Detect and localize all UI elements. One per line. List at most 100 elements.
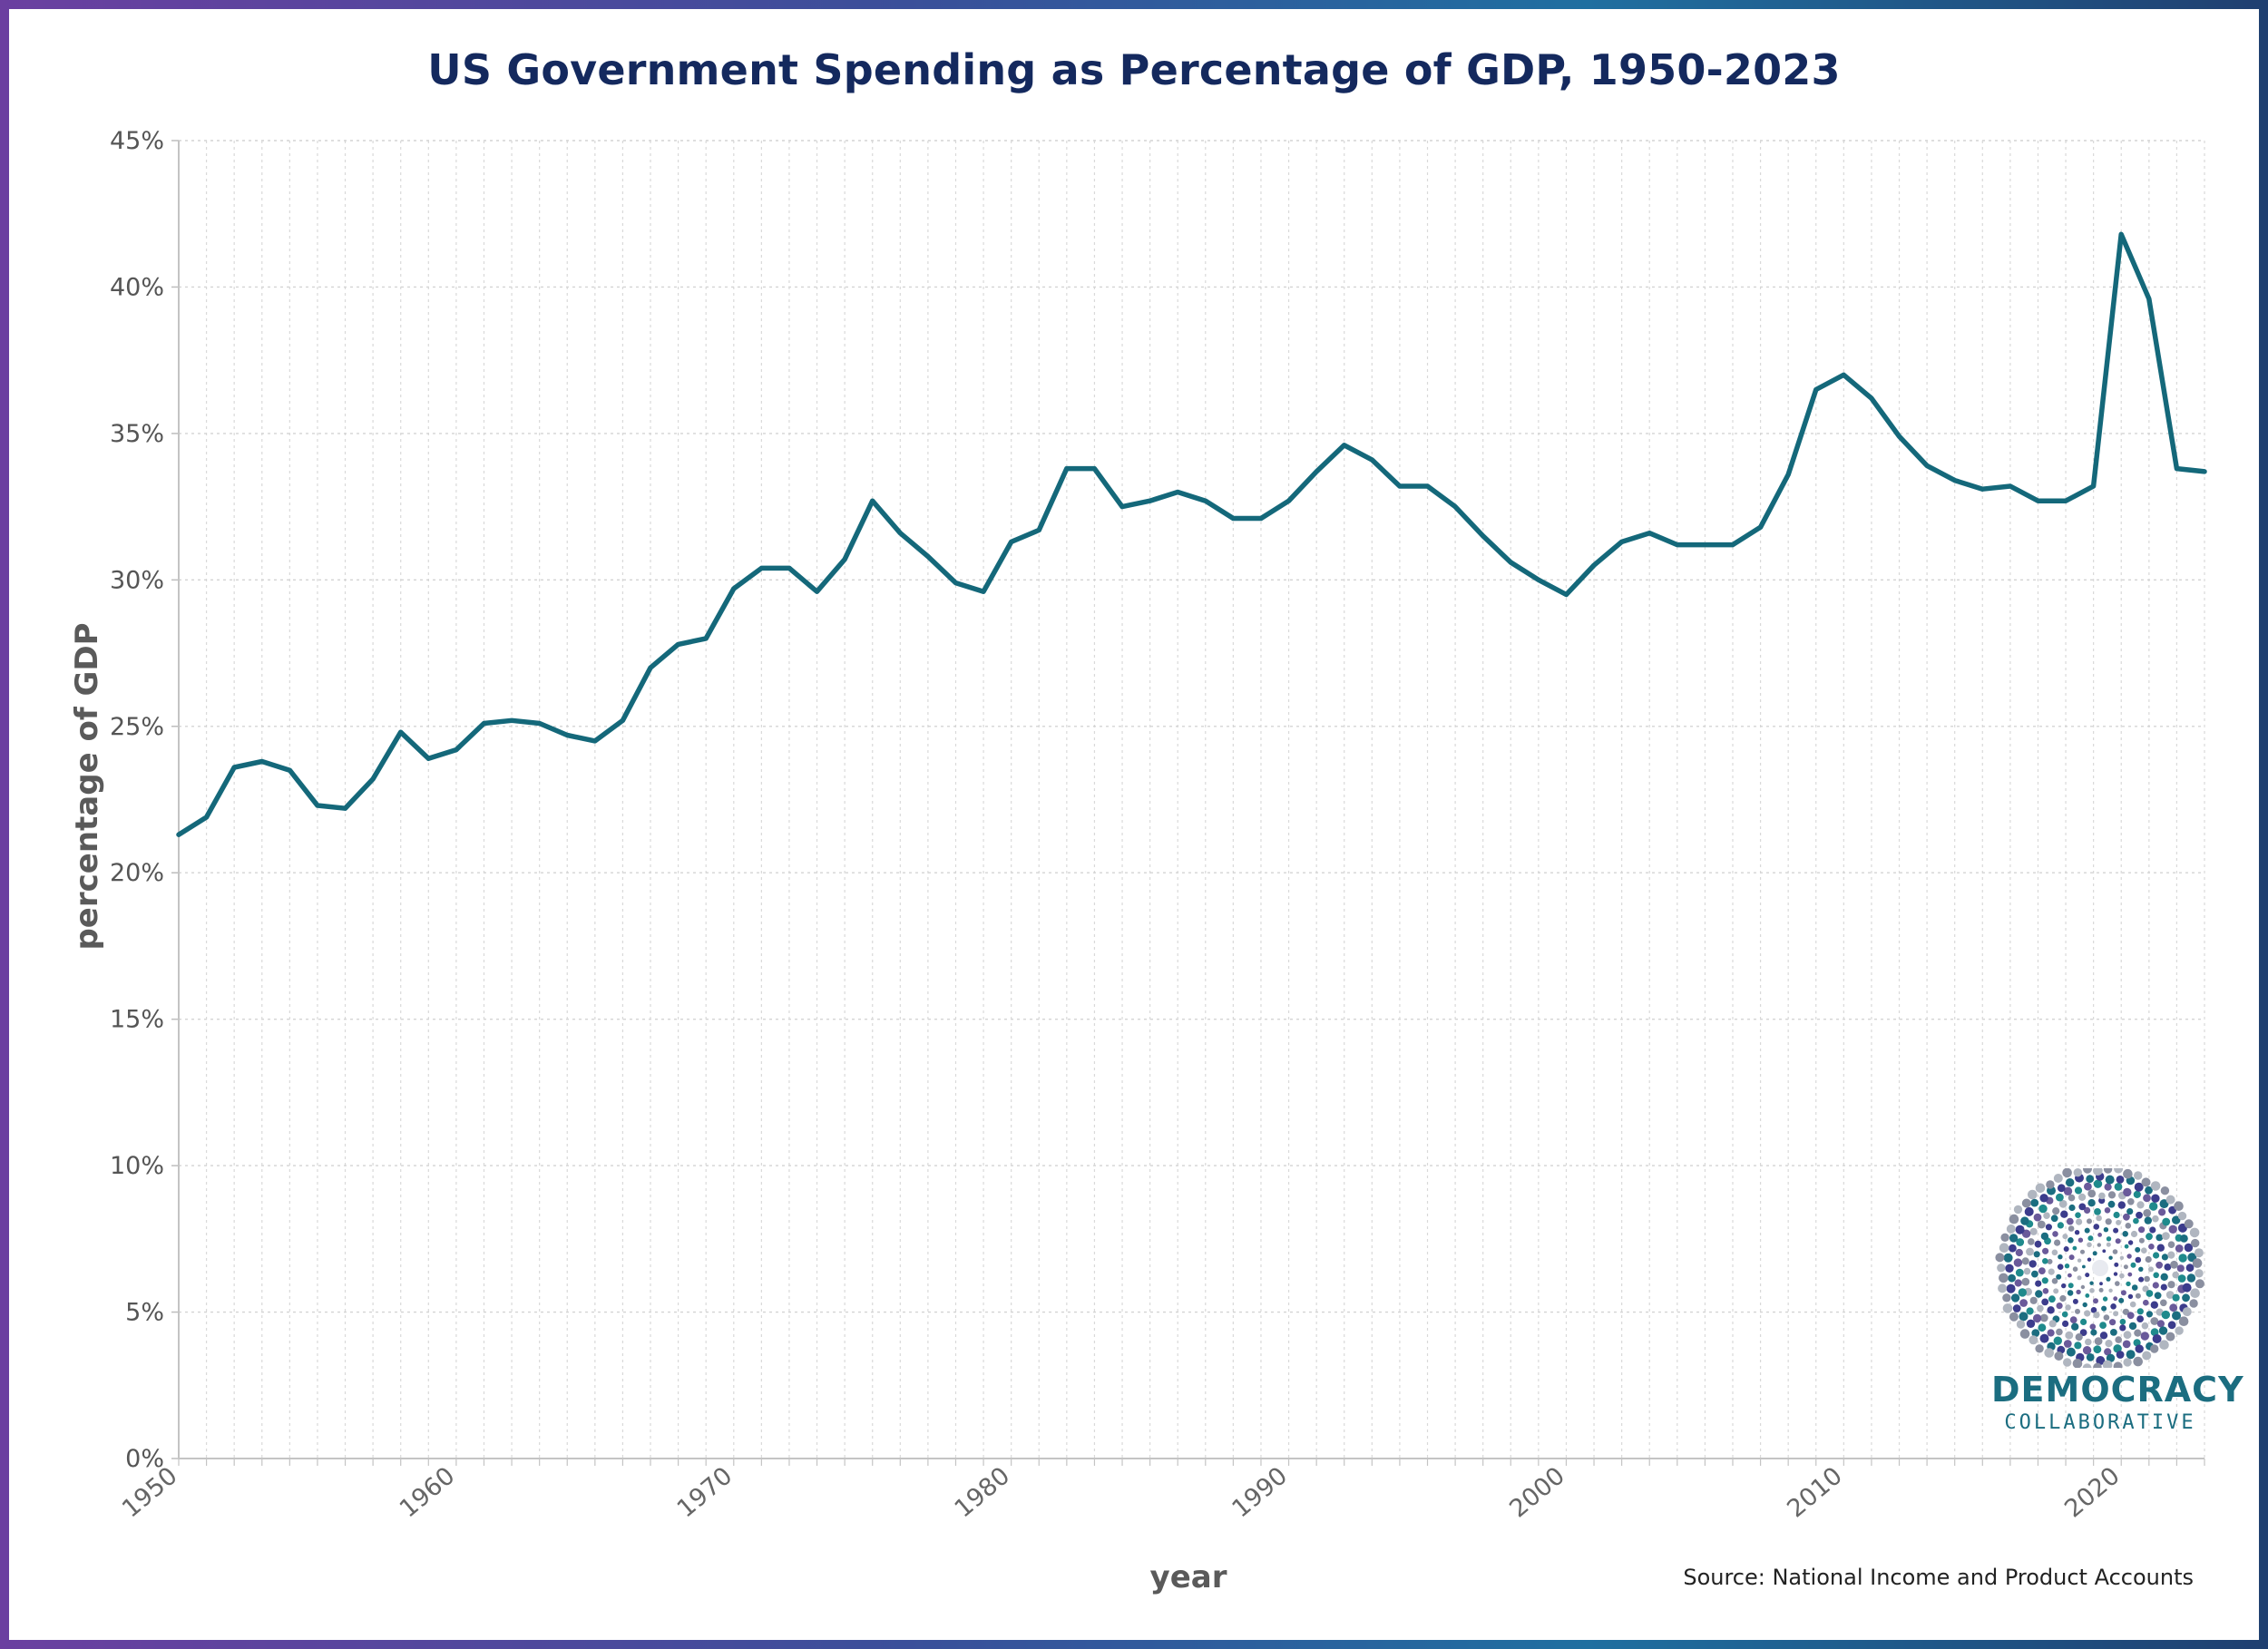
logo-dot bbox=[2107, 1200, 2116, 1208]
logo-dot bbox=[2158, 1326, 2168, 1335]
logo-dot bbox=[2195, 1279, 2204, 1289]
logo-dot bbox=[2015, 1268, 2024, 1277]
logo-dot bbox=[2085, 1293, 2090, 1298]
x-tick-label: 2010 bbox=[1782, 1462, 1848, 1524]
logo-dot bbox=[2062, 1234, 2068, 1240]
logo-dot bbox=[2127, 1272, 2133, 1277]
logo-dot bbox=[2047, 1258, 2053, 1264]
logo-dot bbox=[2134, 1182, 2144, 1192]
logo-dot bbox=[2149, 1226, 2156, 1234]
logo-dot bbox=[2068, 1254, 2075, 1261]
tick-labels: 0%5%10%15%20%25%30%35%40%45%1950 1960 1970… bbox=[110, 127, 2126, 1524]
logo-dot bbox=[2133, 1356, 2143, 1367]
logo-dot bbox=[2106, 1353, 2116, 1362]
logo-dot bbox=[2056, 1273, 2062, 1280]
logo-dot bbox=[2075, 1308, 2080, 1314]
logo-dot bbox=[2108, 1255, 2113, 1260]
logo-dot bbox=[2068, 1237, 2074, 1244]
logo-dot bbox=[2073, 1168, 2082, 1177]
logo-dot bbox=[2060, 1210, 2068, 1218]
logo-dot bbox=[2031, 1329, 2040, 1337]
logo-dot bbox=[2085, 1338, 2092, 1346]
y-tick-label: 30% bbox=[110, 566, 164, 594]
logo-dot bbox=[2138, 1226, 2146, 1234]
y-axis-title: percentage of GDP bbox=[69, 622, 105, 950]
logo-dot bbox=[2087, 1235, 2094, 1242]
logo-dot bbox=[2184, 1243, 2194, 1253]
logo-dot bbox=[2122, 1231, 2128, 1237]
logo-dot bbox=[2127, 1198, 2135, 1205]
logo-dot bbox=[2077, 1237, 2084, 1243]
logo-dot bbox=[2042, 1258, 2048, 1264]
logo-dot bbox=[2093, 1345, 2102, 1354]
logo-dot bbox=[2021, 1229, 2031, 1238]
logo-dot bbox=[2104, 1348, 2112, 1356]
logo-dot bbox=[2135, 1293, 2141, 1299]
logo-dot bbox=[2126, 1312, 2135, 1320]
logo-dot bbox=[2106, 1242, 2111, 1247]
logo-dot bbox=[2048, 1320, 2057, 1328]
logo-dot bbox=[2009, 1214, 2019, 1225]
logo-dot bbox=[2042, 1288, 2049, 1294]
logo-dot bbox=[2113, 1211, 2120, 1219]
logo-dot bbox=[2014, 1279, 2022, 1287]
logo-dot bbox=[2019, 1299, 2028, 1307]
logo-dot bbox=[2165, 1291, 2175, 1299]
logo-dot bbox=[2153, 1272, 2159, 1279]
logo-dot bbox=[2065, 1331, 2074, 1340]
logo-dot bbox=[2042, 1247, 2049, 1254]
logo-dot bbox=[2130, 1230, 2138, 1238]
logo-dot bbox=[2159, 1199, 2169, 1209]
logo-dot bbox=[2113, 1311, 2119, 1317]
logo-dot bbox=[2123, 1213, 2130, 1221]
logo-dot bbox=[2090, 1307, 2097, 1313]
logo-dot bbox=[2089, 1288, 2095, 1293]
logo-dot bbox=[2141, 1247, 2147, 1254]
logo-dot bbox=[2029, 1227, 2038, 1235]
logo-dot bbox=[2156, 1261, 2163, 1269]
grid bbox=[179, 140, 2205, 1459]
logo-dot bbox=[2087, 1218, 2092, 1225]
logo-dot bbox=[2082, 1264, 2086, 1269]
x-tick-label: 2000 bbox=[1504, 1462, 1570, 1524]
logo-dot bbox=[2099, 1332, 2108, 1340]
logo-dot bbox=[2051, 1249, 2058, 1256]
logo-dot bbox=[2172, 1215, 2181, 1225]
logo-dot bbox=[2138, 1276, 2145, 1283]
logo-dot bbox=[2069, 1316, 2077, 1323]
logo-dot bbox=[2092, 1251, 2097, 1256]
logo-dot bbox=[2097, 1243, 2101, 1247]
logo-dot bbox=[2071, 1322, 2079, 1331]
logo-dot bbox=[2167, 1251, 2175, 1259]
logo-dot bbox=[2103, 1227, 2109, 1233]
logo-dot bbox=[2094, 1208, 2101, 1215]
logo-dot bbox=[2038, 1267, 2046, 1274]
logo-dot bbox=[2056, 1303, 2063, 1310]
logo-dot bbox=[2182, 1293, 2190, 1303]
logo-dot bbox=[2185, 1264, 2195, 1273]
logo-dot bbox=[2099, 1282, 2103, 1286]
logo-dot bbox=[2006, 1224, 2016, 1234]
y-tick-label: 5% bbox=[125, 1299, 164, 1327]
logo-dot bbox=[2126, 1254, 2132, 1259]
logo-dot bbox=[2104, 1207, 2111, 1214]
logo-dot bbox=[2077, 1275, 2082, 1281]
logo-dot bbox=[2067, 1290, 2074, 1296]
logo-dot bbox=[2135, 1344, 2144, 1353]
logo-dot bbox=[2114, 1164, 2124, 1174]
logo-dot bbox=[2186, 1273, 2196, 1283]
logo-dot bbox=[2162, 1232, 2170, 1240]
logo-dot bbox=[2080, 1249, 2085, 1254]
logo-dot bbox=[2103, 1165, 2113, 1174]
logo-dot bbox=[2009, 1234, 2019, 1243]
logo-dot bbox=[2015, 1248, 2023, 1257]
logo-dot bbox=[2029, 1296, 2038, 1304]
logo-dot bbox=[2136, 1315, 2144, 1322]
logo-dot bbox=[2191, 1238, 2200, 1248]
logo-dot bbox=[2115, 1281, 2120, 1286]
logo-dot bbox=[2109, 1319, 2116, 1326]
logo-dot bbox=[2101, 1305, 2107, 1312]
logo-dot bbox=[2150, 1301, 2158, 1309]
x-tick-label: 1980 bbox=[950, 1462, 1016, 1524]
